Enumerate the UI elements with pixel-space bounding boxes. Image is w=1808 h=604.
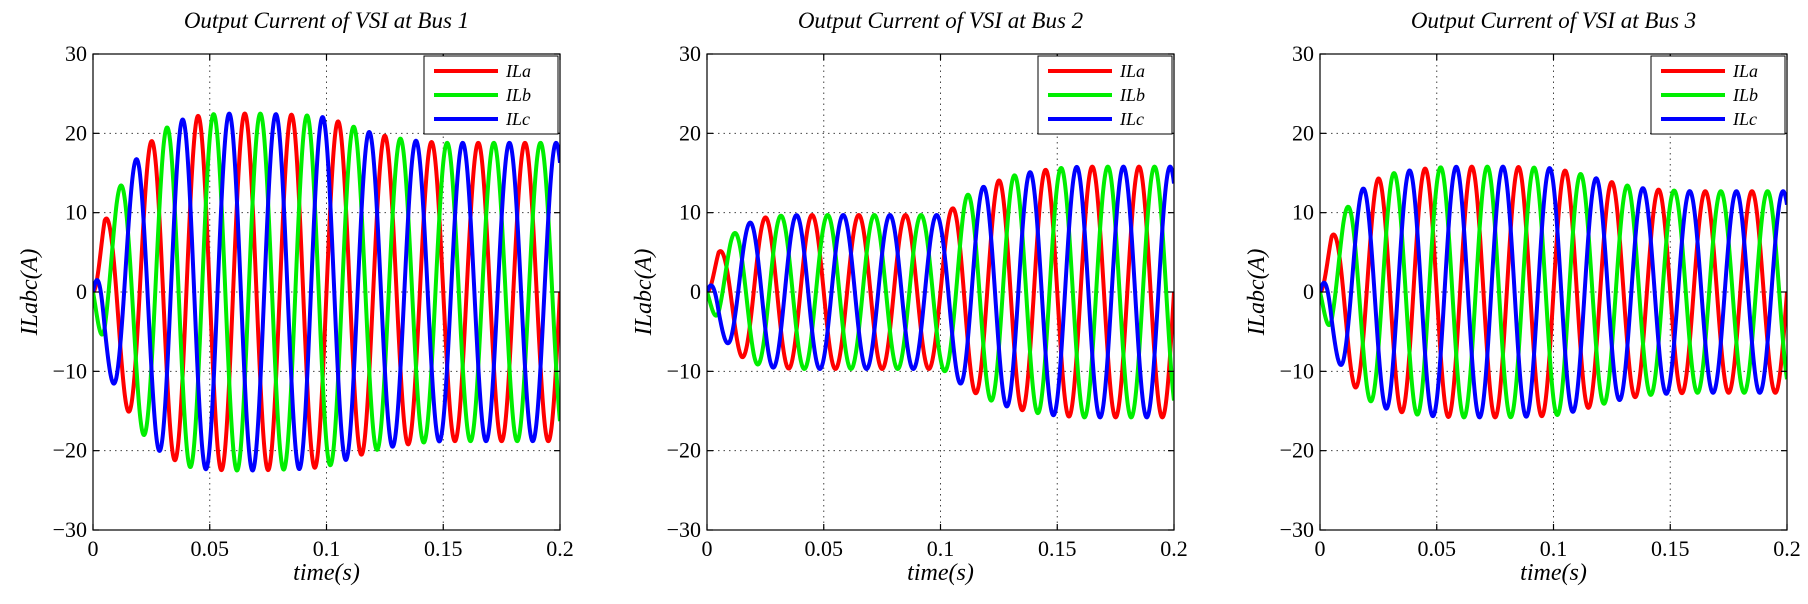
x-tick-label: 0.2	[1773, 536, 1801, 561]
legend-label-ilb: ILb	[505, 85, 531, 105]
legend: ILa ILb ILc	[1037, 55, 1173, 135]
y-tick-label: 20	[679, 120, 701, 145]
y-tick-label: −30	[1280, 517, 1314, 542]
x-tick-label: 0	[1315, 536, 1326, 561]
y-axis-label: ILabc(A)	[631, 249, 657, 337]
chart-panel-1: 0 0.05 0.1 0.15 0.2 −30 −20 −10 0 10 20 30 Output Cu…	[17, 8, 574, 586]
chart-panel-2: 0 0.05 0.1 0.15 0.2 −30 −20 −10 0 10 20 30 Output Cu…	[631, 8, 1188, 586]
y-tick-label: 10	[1292, 200, 1314, 225]
series-line-ilc	[707, 164, 1174, 420]
y-tick-label: −20	[1280, 438, 1314, 463]
x-tick-label: 0.1	[1540, 536, 1568, 561]
series-group	[707, 164, 1174, 420]
x-tick-label: 0.15	[1651, 536, 1690, 561]
legend-label-ilc: ILc	[505, 109, 530, 129]
y-tick-label: −30	[53, 517, 87, 542]
y-axis-label: ILabc(A)	[17, 249, 43, 337]
x-tick-label: 0.15	[424, 536, 463, 561]
y-tick-label: 20	[1292, 120, 1314, 145]
chart-panel-3: 0 0.05 0.1 0.15 0.2 −30 −20 −10 0 10 20 30 Output Cu…	[1244, 8, 1801, 586]
series-line-ila	[707, 164, 1174, 420]
series-line-ilb	[1320, 164, 1787, 420]
y-tick-label: 0	[690, 279, 701, 304]
series-line-ilb	[707, 164, 1174, 420]
series-group	[1320, 164, 1787, 420]
x-tick-label: 0.2	[1160, 536, 1188, 561]
y-tick-label: −10	[53, 358, 87, 383]
x-tick-label: 0.2	[546, 536, 574, 561]
x-axis-label: time(s)	[293, 560, 360, 586]
y-tick-label: 10	[679, 200, 701, 225]
y-tick-label: 10	[65, 200, 87, 225]
x-tick-label: 0	[702, 536, 713, 561]
y-tick-label: −30	[667, 517, 701, 542]
x-axis-label: time(s)	[1520, 560, 1587, 586]
legend-label-ilc: ILc	[1119, 109, 1144, 129]
y-axis-label: ILabc(A)	[1244, 249, 1270, 337]
y-tick-label: 20	[65, 120, 87, 145]
y-tick-label: −10	[667, 358, 701, 383]
series-group	[93, 111, 560, 473]
series-line-ilc	[93, 111, 560, 473]
y-tick-label: 0	[76, 279, 87, 304]
x-tick-label: 0.1	[927, 536, 955, 561]
y-tick-label: 30	[1292, 41, 1314, 66]
x-tick-label: 0.05	[1418, 536, 1457, 561]
y-tick-label: 30	[679, 41, 701, 66]
x-tick-label: 0.1	[313, 536, 341, 561]
legend: ILa ILb ILc	[423, 55, 559, 135]
x-tick-label: 0.05	[191, 536, 230, 561]
y-tick-label: 0	[1303, 279, 1314, 304]
y-tick-label: −20	[53, 438, 87, 463]
chart-title: Output Current of VSI at Bus 1	[184, 8, 469, 33]
y-tick-label: −20	[667, 438, 701, 463]
x-axis-label: time(s)	[907, 560, 974, 586]
series-line-ila	[1320, 164, 1787, 420]
x-tick-label: 0.15	[1038, 536, 1077, 561]
chart-title: Output Current of VSI at Bus 2	[798, 8, 1083, 33]
series-line-ilc	[1320, 164, 1787, 420]
x-tick-label: 0.05	[805, 536, 844, 561]
legend-label-ilb: ILb	[1732, 85, 1758, 105]
legend: ILa ILb ILc	[1650, 55, 1786, 135]
legend-label-ilb: ILb	[1119, 85, 1145, 105]
legend-label-ila: ILa	[1119, 61, 1145, 81]
series-line-ila	[93, 111, 560, 473]
x-tick-label: 0	[88, 536, 99, 561]
series-line-ilb	[93, 111, 560, 473]
legend-label-ilc: ILc	[1732, 109, 1757, 129]
y-tick-label: −10	[1280, 358, 1314, 383]
chart-title: Output Current of VSI at Bus 3	[1411, 8, 1696, 33]
legend-label-ila: ILa	[505, 61, 531, 81]
y-tick-label: 30	[65, 41, 87, 66]
legend-label-ila: ILa	[1732, 61, 1758, 81]
